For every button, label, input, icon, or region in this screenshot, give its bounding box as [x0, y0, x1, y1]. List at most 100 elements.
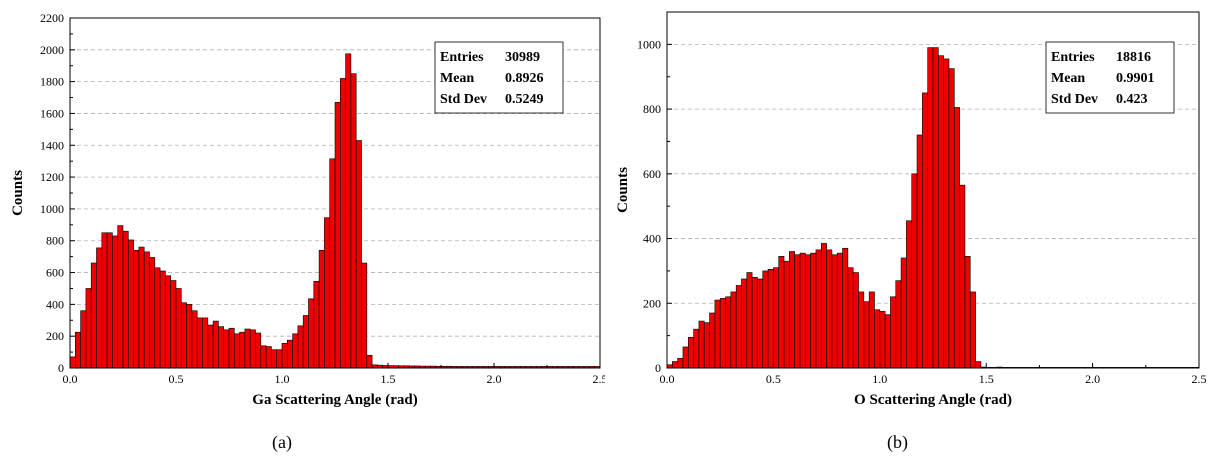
stats-value: 30989 — [505, 50, 540, 65]
histogram-bar — [165, 275, 171, 369]
stats-label: Entries — [1051, 50, 1095, 65]
stats-label: Std Dev — [440, 92, 487, 107]
histogram-bar — [810, 252, 817, 369]
x-tick-label: 0.0 — [660, 372, 675, 386]
histogram-bar — [297, 325, 304, 369]
histogram-bar — [154, 267, 161, 369]
histogram-bar — [959, 184, 966, 369]
histogram-bar — [96, 247, 103, 369]
histogram-a: 0 200 400 600 800 1000 1200 1400 1600 1800 2000 220… — [10, 11, 605, 408]
histogram-bar — [149, 257, 156, 369]
histogram-bar — [292, 333, 299, 369]
histogram-bar — [719, 298, 726, 369]
histogram-bar — [693, 328, 700, 369]
histogram-bar — [355, 140, 362, 369]
histogram-bar — [677, 357, 684, 369]
histogram-bar — [75, 331, 81, 369]
histogram-bar — [890, 296, 897, 369]
bars — [69, 53, 601, 369]
y-tick-label: 0 — [58, 361, 64, 375]
y-axis: 0 200 400 600 800 1000 1200 1400 1600 1800 2000 220… — [40, 11, 75, 375]
histogram-bar — [805, 254, 811, 369]
histogram-bar — [682, 346, 689, 369]
histogram-bar — [302, 315, 309, 369]
y-tick-label: 2000 — [40, 43, 64, 57]
histogram-bar — [90, 262, 97, 369]
histogram-bar — [350, 73, 357, 369]
y-tick-label: 200 — [46, 329, 64, 343]
histogram-bar — [159, 270, 166, 369]
histogram-bar — [703, 322, 710, 369]
y-tick-label: 1000 — [637, 37, 661, 51]
histogram-bar — [112, 235, 119, 369]
y-tick-label: 1000 — [40, 202, 64, 216]
histogram-bar — [874, 309, 881, 369]
histogram-bar — [725, 296, 732, 369]
y-tick-label: 400 — [643, 232, 661, 246]
y-tick-label: 1400 — [40, 138, 64, 152]
histogram-bar — [339, 78, 346, 369]
histogram-bar — [286, 339, 293, 369]
histogram-bar — [318, 249, 325, 369]
stats-box-frame — [434, 41, 564, 114]
histogram-bar — [895, 280, 902, 369]
histogram-bar — [334, 102, 341, 369]
histogram-bar — [714, 299, 721, 369]
histogram-bar — [122, 230, 129, 369]
histogram-bar — [138, 246, 145, 369]
histogram-bar — [191, 310, 198, 369]
histogram-bar — [906, 220, 913, 369]
histogram-bar — [948, 68, 955, 369]
stats-label: Mean — [440, 71, 474, 86]
histogram-bar — [847, 267, 854, 369]
panel-caption: (a) — [272, 432, 292, 452]
x-tick-label: 0.0 — [63, 372, 78, 386]
histogram-bar — [741, 278, 748, 369]
y-axis-label: Counts — [615, 167, 631, 213]
histogram-bar — [858, 291, 865, 369]
histogram-bar — [938, 55, 944, 369]
histogram-bar — [863, 301, 870, 369]
stats-label: Mean — [1051, 71, 1085, 86]
y-axis-label: Counts — [10, 170, 26, 216]
histogram-bar — [826, 249, 833, 369]
bars — [666, 47, 1200, 369]
x-tick-label: 2.0 — [1085, 372, 1100, 386]
stats-value: 0.5249 — [505, 92, 544, 107]
y-tick-label: 1600 — [40, 106, 64, 120]
histogram-bar — [932, 47, 939, 369]
stats-value: 0.8926 — [505, 71, 544, 86]
histogram-bar — [117, 225, 124, 369]
histogram-b: 0 200 400 600 800 1000 0.0 0.5 1.0 1.5 2.0 2.5 O Sca… — [615, 11, 1207, 408]
chart-panel-b: 0 200 400 600 800 1000 0.0 0.5 1.0 1.5 2.0 2.5 O Sca… — [605, 0, 1211, 458]
histogram-bar — [836, 252, 843, 369]
histogram-bar — [783, 260, 790, 369]
histogram-bar — [672, 361, 678, 369]
stats-label: Entries — [440, 50, 484, 65]
histogram-bar — [916, 134, 923, 369]
histogram-bar — [324, 217, 330, 369]
histogram-bar — [762, 270, 769, 369]
histogram-bar — [794, 254, 801, 369]
histogram-bar — [831, 254, 838, 369]
histogram-bar — [975, 361, 982, 369]
histogram-bar — [186, 304, 193, 369]
histogram-bar — [170, 280, 177, 369]
histogram-bar — [85, 288, 92, 369]
x-tick-label: 1.0 — [872, 372, 887, 386]
histogram-bar — [746, 272, 753, 369]
histogram-bar — [884, 314, 891, 369]
y-tick-label: 400 — [46, 297, 64, 311]
histogram-bar — [106, 232, 113, 369]
histogram-bar — [244, 328, 251, 369]
histogram-bar — [709, 312, 716, 369]
histogram-bar — [698, 320, 705, 369]
histogram-bar — [308, 298, 315, 369]
histogram-bar — [868, 291, 875, 369]
histogram-bar — [260, 345, 267, 369]
x-axis-label: O Scattering Angle (rad) — [854, 392, 1012, 408]
stats-box-frame — [1045, 41, 1175, 114]
histogram-bar — [313, 280, 320, 369]
stats-value: 0.423 — [1116, 92, 1148, 107]
x-axis-label: Ga Scattering Angle (rad) — [252, 392, 417, 408]
